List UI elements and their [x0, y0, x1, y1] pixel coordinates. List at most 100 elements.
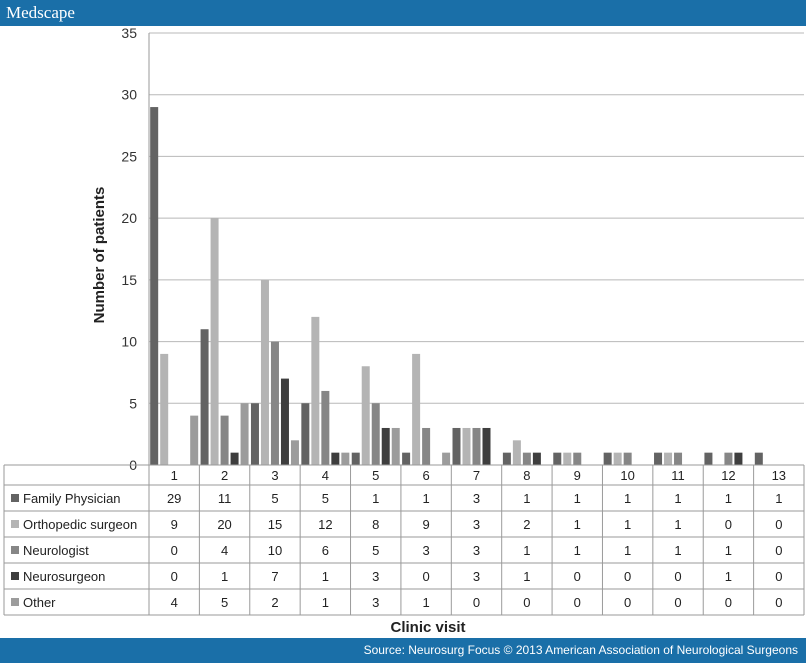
bar: [290, 440, 299, 465]
bar: [160, 353, 169, 465]
bar: [250, 403, 259, 465]
bar: [674, 452, 683, 465]
bar: [220, 415, 229, 465]
data-label: 1: [523, 543, 530, 558]
data-label: 0: [775, 517, 782, 532]
bar: [563, 452, 572, 465]
bar: [391, 427, 400, 465]
bar: [482, 427, 491, 465]
data-label: 1: [221, 569, 228, 584]
bar: [734, 452, 743, 465]
data-label: 1: [624, 491, 631, 506]
bar: [270, 341, 279, 465]
data-label: 0: [171, 543, 178, 558]
data-label: 2: [271, 595, 278, 610]
bar: [301, 403, 310, 465]
bar: [260, 279, 269, 465]
bar: [442, 452, 451, 465]
source-credit: Source: Neurosurg Focus © 2013 American …: [363, 643, 798, 657]
data-label: 3: [422, 543, 429, 558]
legend-swatch: [11, 598, 19, 606]
data-label: 0: [674, 595, 681, 610]
data-label: 1: [725, 543, 732, 558]
legend-swatch: [11, 494, 19, 502]
x-axis-label: Clinic visit: [390, 619, 465, 636]
bar: [472, 427, 481, 465]
x-tick-label: 3: [271, 468, 278, 483]
brand-logo: Medscape: [6, 3, 75, 22]
legend-swatch: [11, 572, 19, 580]
data-label: 1: [624, 543, 631, 558]
data-label: 3: [473, 569, 480, 584]
data-label: 0: [422, 569, 429, 584]
legend-label: Family Physician: [23, 491, 121, 506]
data-label: 10: [268, 543, 282, 558]
data-label: 0: [775, 543, 782, 558]
data-label: 3: [372, 595, 379, 610]
legend-label: Orthopedic surgeon: [23, 517, 137, 532]
data-label: 0: [725, 595, 732, 610]
data-label: 3: [473, 517, 480, 532]
bar: [240, 403, 249, 465]
data-label: 15: [268, 517, 282, 532]
header-bar: Medscape: [0, 0, 806, 26]
x-tick-label: 9: [574, 468, 581, 483]
data-label: 0: [574, 595, 581, 610]
data-label: 1: [574, 543, 581, 558]
x-tick-label: 5: [372, 468, 379, 483]
y-tick-label: 10: [121, 334, 137, 350]
data-label: 7: [271, 569, 278, 584]
data-label: 1: [523, 569, 530, 584]
data-label: 4: [171, 595, 178, 610]
bar: [371, 403, 380, 465]
data-label: 1: [775, 491, 782, 506]
data-label: 1: [523, 491, 530, 506]
x-tick-label: 4: [322, 468, 329, 483]
data-label: 0: [473, 595, 480, 610]
data-label: 0: [574, 569, 581, 584]
data-label: 1: [674, 491, 681, 506]
data-label: 0: [624, 595, 631, 610]
bar: [331, 452, 340, 465]
data-label: 0: [775, 569, 782, 584]
x-tick-label: 1: [171, 468, 178, 483]
bar: [210, 218, 219, 465]
data-label: 1: [674, 543, 681, 558]
bar: [522, 452, 531, 465]
x-tick-label: 7: [473, 468, 480, 483]
bar: [311, 316, 320, 465]
data-label: 1: [725, 569, 732, 584]
data-label: 1: [422, 595, 429, 610]
legend-label: Neurosurgeon: [23, 569, 105, 584]
data-label: 9: [422, 517, 429, 532]
data-label: 4: [221, 543, 228, 558]
y-tick-label: 20: [121, 210, 137, 226]
data-label: 5: [221, 595, 228, 610]
data-label: 1: [624, 517, 631, 532]
data-label: 0: [624, 569, 631, 584]
data-label: 6: [322, 543, 329, 558]
bar: [280, 378, 289, 465]
bar: [664, 452, 673, 465]
x-tick-label: 6: [422, 468, 429, 483]
bar: [623, 452, 632, 465]
data-label: 2: [523, 517, 530, 532]
y-tick-label: 5: [129, 395, 137, 411]
bar: [532, 452, 541, 465]
data-label: 5: [271, 491, 278, 506]
bar: [613, 452, 622, 465]
data-label: 3: [372, 569, 379, 584]
bar: [381, 427, 390, 465]
y-tick-label: 30: [121, 87, 137, 103]
bar: [754, 452, 763, 465]
data-label: 1: [422, 491, 429, 506]
y-tick-label: 35: [121, 26, 137, 41]
data-label: 0: [775, 595, 782, 610]
data-label: 1: [322, 595, 329, 610]
data-label: 8: [372, 517, 379, 532]
data-label: 20: [217, 517, 231, 532]
y-axis-label: Number of patients: [91, 187, 108, 324]
data-label: 0: [171, 569, 178, 584]
legend-label: Other: [23, 595, 56, 610]
x-tick-label: 8: [523, 468, 530, 483]
